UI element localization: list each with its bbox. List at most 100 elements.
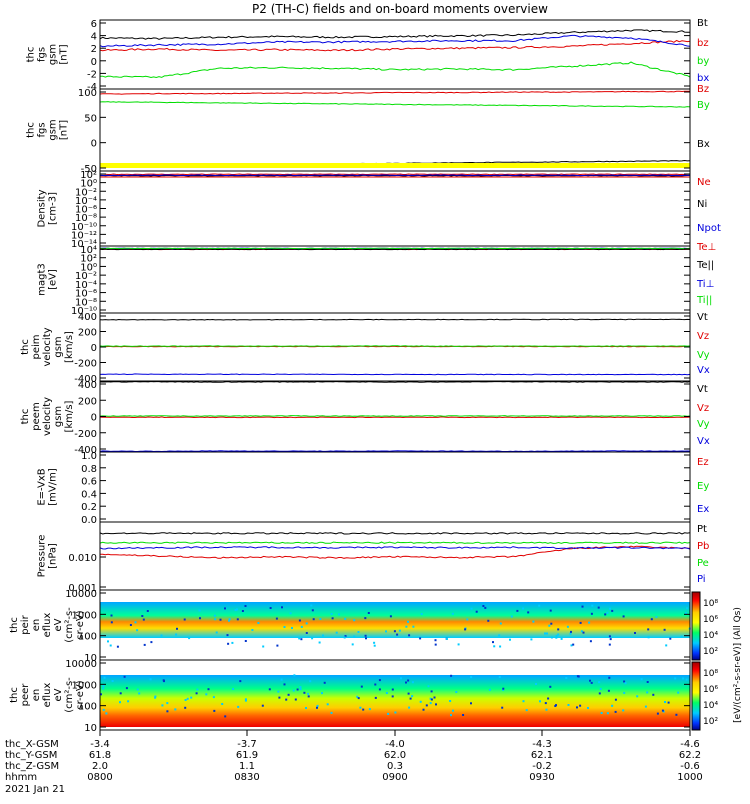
- plot-title: P2 (TH-C) fields and on-board moments ov…: [252, 2, 548, 16]
- spectrogram-speckle: [335, 631, 338, 634]
- y-axis-label: Density[cm-3]: [37, 189, 59, 227]
- spectrogram-speckle: [160, 634, 163, 637]
- series-line-Bz: [99, 90, 690, 95]
- series-line-Ne: [99, 173, 691, 176]
- y-axis-label-line: en: [31, 689, 42, 702]
- spectrogram-speckle: [452, 709, 454, 712]
- spectrogram-speckle: [213, 614, 216, 617]
- spectrogram-speckle: [184, 706, 187, 709]
- spectrogram-speckle: [449, 700, 452, 702]
- series-line-Pi: [99, 546, 691, 550]
- y-axis-label: E=-VxB[mV/m]: [37, 468, 59, 506]
- spectrogram-speckle: [154, 695, 157, 698]
- spectrogram-speckle: [576, 706, 578, 709]
- y-tick-label: -400: [74, 445, 97, 456]
- spectrogram-speckle: [493, 645, 496, 648]
- series-line-By: [99, 101, 691, 108]
- y-tick-label: 0: [91, 343, 97, 354]
- spectrogram-speckle: [127, 700, 130, 703]
- spectrogram-speckle: [294, 698, 297, 701]
- spectrogram-speckle: [591, 604, 594, 607]
- spectrogram-speckle: [283, 683, 286, 686]
- series-line-Vt: [100, 380, 691, 383]
- spectrogram-speckle: [300, 638, 303, 641]
- legend-Pb: Pb: [697, 541, 709, 552]
- spectrogram-speckle: [434, 639, 437, 642]
- spectrogram-speckle: [606, 611, 609, 614]
- spectrogram-speckle: [330, 613, 333, 615]
- y-tick-label: 10000: [65, 589, 97, 600]
- spectrogram-speckle: [539, 700, 541, 703]
- legend-Npot: Npot: [697, 223, 721, 234]
- y-axis-label: thcfgsgsm[nT]: [26, 119, 70, 140]
- y-axis-label: Pressure[nPa]: [37, 535, 59, 578]
- spectrogram-speckle: [318, 641, 321, 644]
- spectrogram-speckle: [554, 705, 557, 707]
- spectrogram-speckle: [285, 698, 288, 701]
- spectrogram-speckle: [129, 624, 132, 626]
- spectrogram-speckle: [305, 622, 308, 625]
- spectrogram-speckle: [161, 704, 164, 707]
- spectrogram-speckle: [119, 701, 121, 704]
- y-tick-label: 100: [78, 632, 97, 643]
- spectrogram-speckle: [322, 634, 324, 637]
- spectrogram-speckle: [387, 712, 390, 715]
- spectrogram-speckle: [367, 612, 370, 614]
- spectrogram-speckle: [430, 690, 433, 693]
- y-axis-label-line: [mV/m]: [48, 468, 59, 506]
- spectrogram-speckle: [374, 683, 377, 686]
- series-line-Vt: [99, 318, 691, 321]
- spectrogram-speckle: [293, 674, 296, 677]
- spectrogram-speckle: [136, 629, 139, 632]
- spectrogram-speckle: [299, 688, 302, 691]
- y-axis-label-line: gsm: [53, 336, 64, 357]
- series-line-Ti||: [99, 247, 691, 250]
- y-tick-label: 200: [78, 396, 97, 407]
- spectrogram-speckle: [316, 704, 319, 707]
- spectrogram-speckle: [580, 630, 583, 633]
- spectrogram-speckle: [305, 707, 307, 709]
- spectrogram-speckle: [550, 622, 553, 625]
- legend-Bx: Bx: [697, 139, 710, 150]
- spectrogram-speckle: [623, 680, 626, 683]
- spectrogram-speckle: [136, 688, 139, 691]
- spectrogram-speckle: [509, 638, 511, 641]
- spectrogram-speckle: [385, 630, 387, 633]
- spectrogram-speckle: [344, 635, 347, 638]
- series-line-Npot: [99, 174, 691, 177]
- spectrogram-speckle: [213, 709, 216, 712]
- spectrogram-speckle: [427, 685, 430, 688]
- footer-row-label: hhmm: [5, 772, 37, 783]
- panel-frame: [99, 170, 691, 247]
- spectrogram-speckle: [608, 676, 611, 679]
- spectrogram-speckle: [599, 687, 602, 690]
- spectrogram-speckle: [236, 608, 238, 611]
- legend-Vx: Vx: [697, 436, 710, 447]
- spectrogram-speckle: [609, 638, 612, 641]
- y-tick-label: 10⁻⁴: [75, 280, 97, 291]
- series-line-by: [100, 61, 691, 79]
- y-tick-label: 10⁻⁶: [75, 205, 97, 216]
- y-tick-label: 10⁻¹⁴: [71, 239, 97, 250]
- y-axis-label-line: thc: [20, 409, 31, 425]
- spectrogram-speckle: [357, 631, 360, 633]
- legend-Ex: Ex: [697, 504, 709, 515]
- y-tick-label: 0.8: [81, 464, 97, 475]
- spectrogram-speckle: [110, 614, 113, 617]
- spectrogram-speckle: [407, 692, 410, 695]
- y-axis-label-line: eflux: [42, 613, 53, 638]
- spectrogram-speckle: [544, 632, 546, 635]
- spectrogram-speckle: [407, 679, 410, 682]
- colorbar-label: [eV/(cm²-s-sr-eV)] (All Qs): [733, 607, 743, 723]
- y-tick-label: 50: [84, 113, 97, 124]
- spectrogram-speckle: [123, 675, 126, 678]
- spectrogram-speckle: [110, 621, 113, 624]
- y-tick-label: 400: [78, 312, 97, 323]
- spectrogram-speckle: [656, 712, 659, 715]
- spectrogram-speckle: [634, 632, 636, 634]
- spectrogram-speckle: [604, 613, 607, 616]
- panel-frame: [99, 245, 691, 314]
- footer-row-label: thc_Z-GSM: [5, 761, 59, 772]
- spectrogram-speckle: [405, 625, 408, 628]
